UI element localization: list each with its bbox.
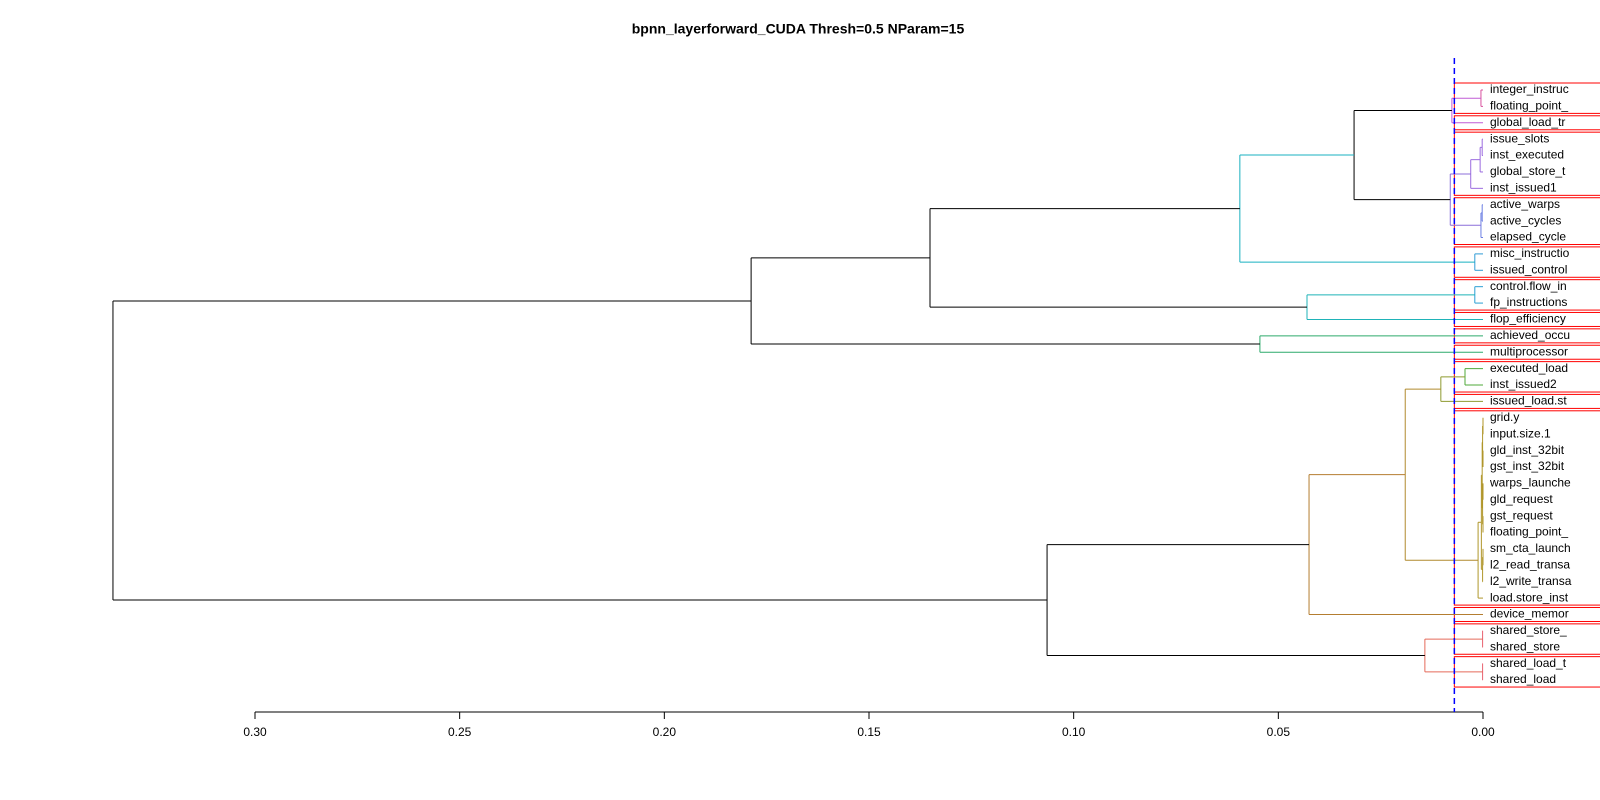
leaf-label: control.flow_in [1490,279,1567,293]
leaf-label: issued_control [1490,262,1567,276]
leaf-label: sm_cta_launch [1490,541,1571,555]
leaf-label: global_store_t [1490,164,1566,178]
leaf-label: grid.y [1490,410,1519,424]
x-tick-label: 0.15 [857,725,881,739]
chart-title: bpnn_layerforward_CUDA Thresh=0.5 NParam… [632,21,965,37]
leaf-label: shared_store [1490,639,1560,653]
leaf-label: floating_point_ [1490,99,1568,113]
leaf-label: load.store_inst [1490,590,1569,604]
x-tick-label: 0.05 [1267,725,1291,739]
leaf-label: shared_load_t [1490,656,1567,670]
leaf-label: elapsed_cycle [1490,230,1566,244]
x-tick-label: 0.00 [1471,725,1495,739]
x-tick-label: 0.30 [243,725,267,739]
leaf-label: l2_write_transa [1490,574,1572,588]
leaf-label: issued_load.st [1490,394,1567,408]
leaf-label: global_load_tr [1490,115,1565,129]
leaf-label: integer_instruc [1490,82,1569,96]
leaf-label: gst_inst_32bit [1490,459,1565,473]
leaf-label: inst_issued1 [1490,181,1557,195]
leaf-label: inst_issued2 [1490,377,1557,391]
leaf-label: executed_load [1490,361,1568,375]
leaf-label: input.size.1 [1490,426,1551,440]
leaf-label: inst_executed [1490,148,1564,162]
leaf-label: active_warps [1490,197,1560,211]
leaf-label: multiprocessor [1490,344,1568,358]
leaf-label: device_memor [1490,607,1569,621]
leaf-label: issue_slots [1490,131,1549,145]
x-tick-label: 0.10 [1062,725,1086,739]
x-tick-label: 0.20 [653,725,677,739]
leaf-label: gld_request [1490,492,1553,506]
leaf-label: flop_efficiency [1490,312,1566,326]
leaf-label: fp_instructions [1490,295,1567,309]
leaf-label: l2_read_transa [1490,557,1570,571]
leaf-label: active_cycles [1490,213,1561,227]
leaf-label: misc_instructio [1490,246,1570,260]
x-tick-label: 0.25 [448,725,472,739]
leaf-label: shared_load [1490,672,1556,686]
leaf-label: shared_store_ [1490,623,1567,637]
leaf-label: floating_point_ [1490,525,1568,539]
leaf-label: gld_inst_32bit [1490,443,1565,457]
cluster-box [1453,410,1600,606]
leaf-label: warps_launche [1489,476,1571,490]
leaf-label: achieved_occu [1490,328,1570,342]
leaf-label: gst_request [1490,508,1553,522]
